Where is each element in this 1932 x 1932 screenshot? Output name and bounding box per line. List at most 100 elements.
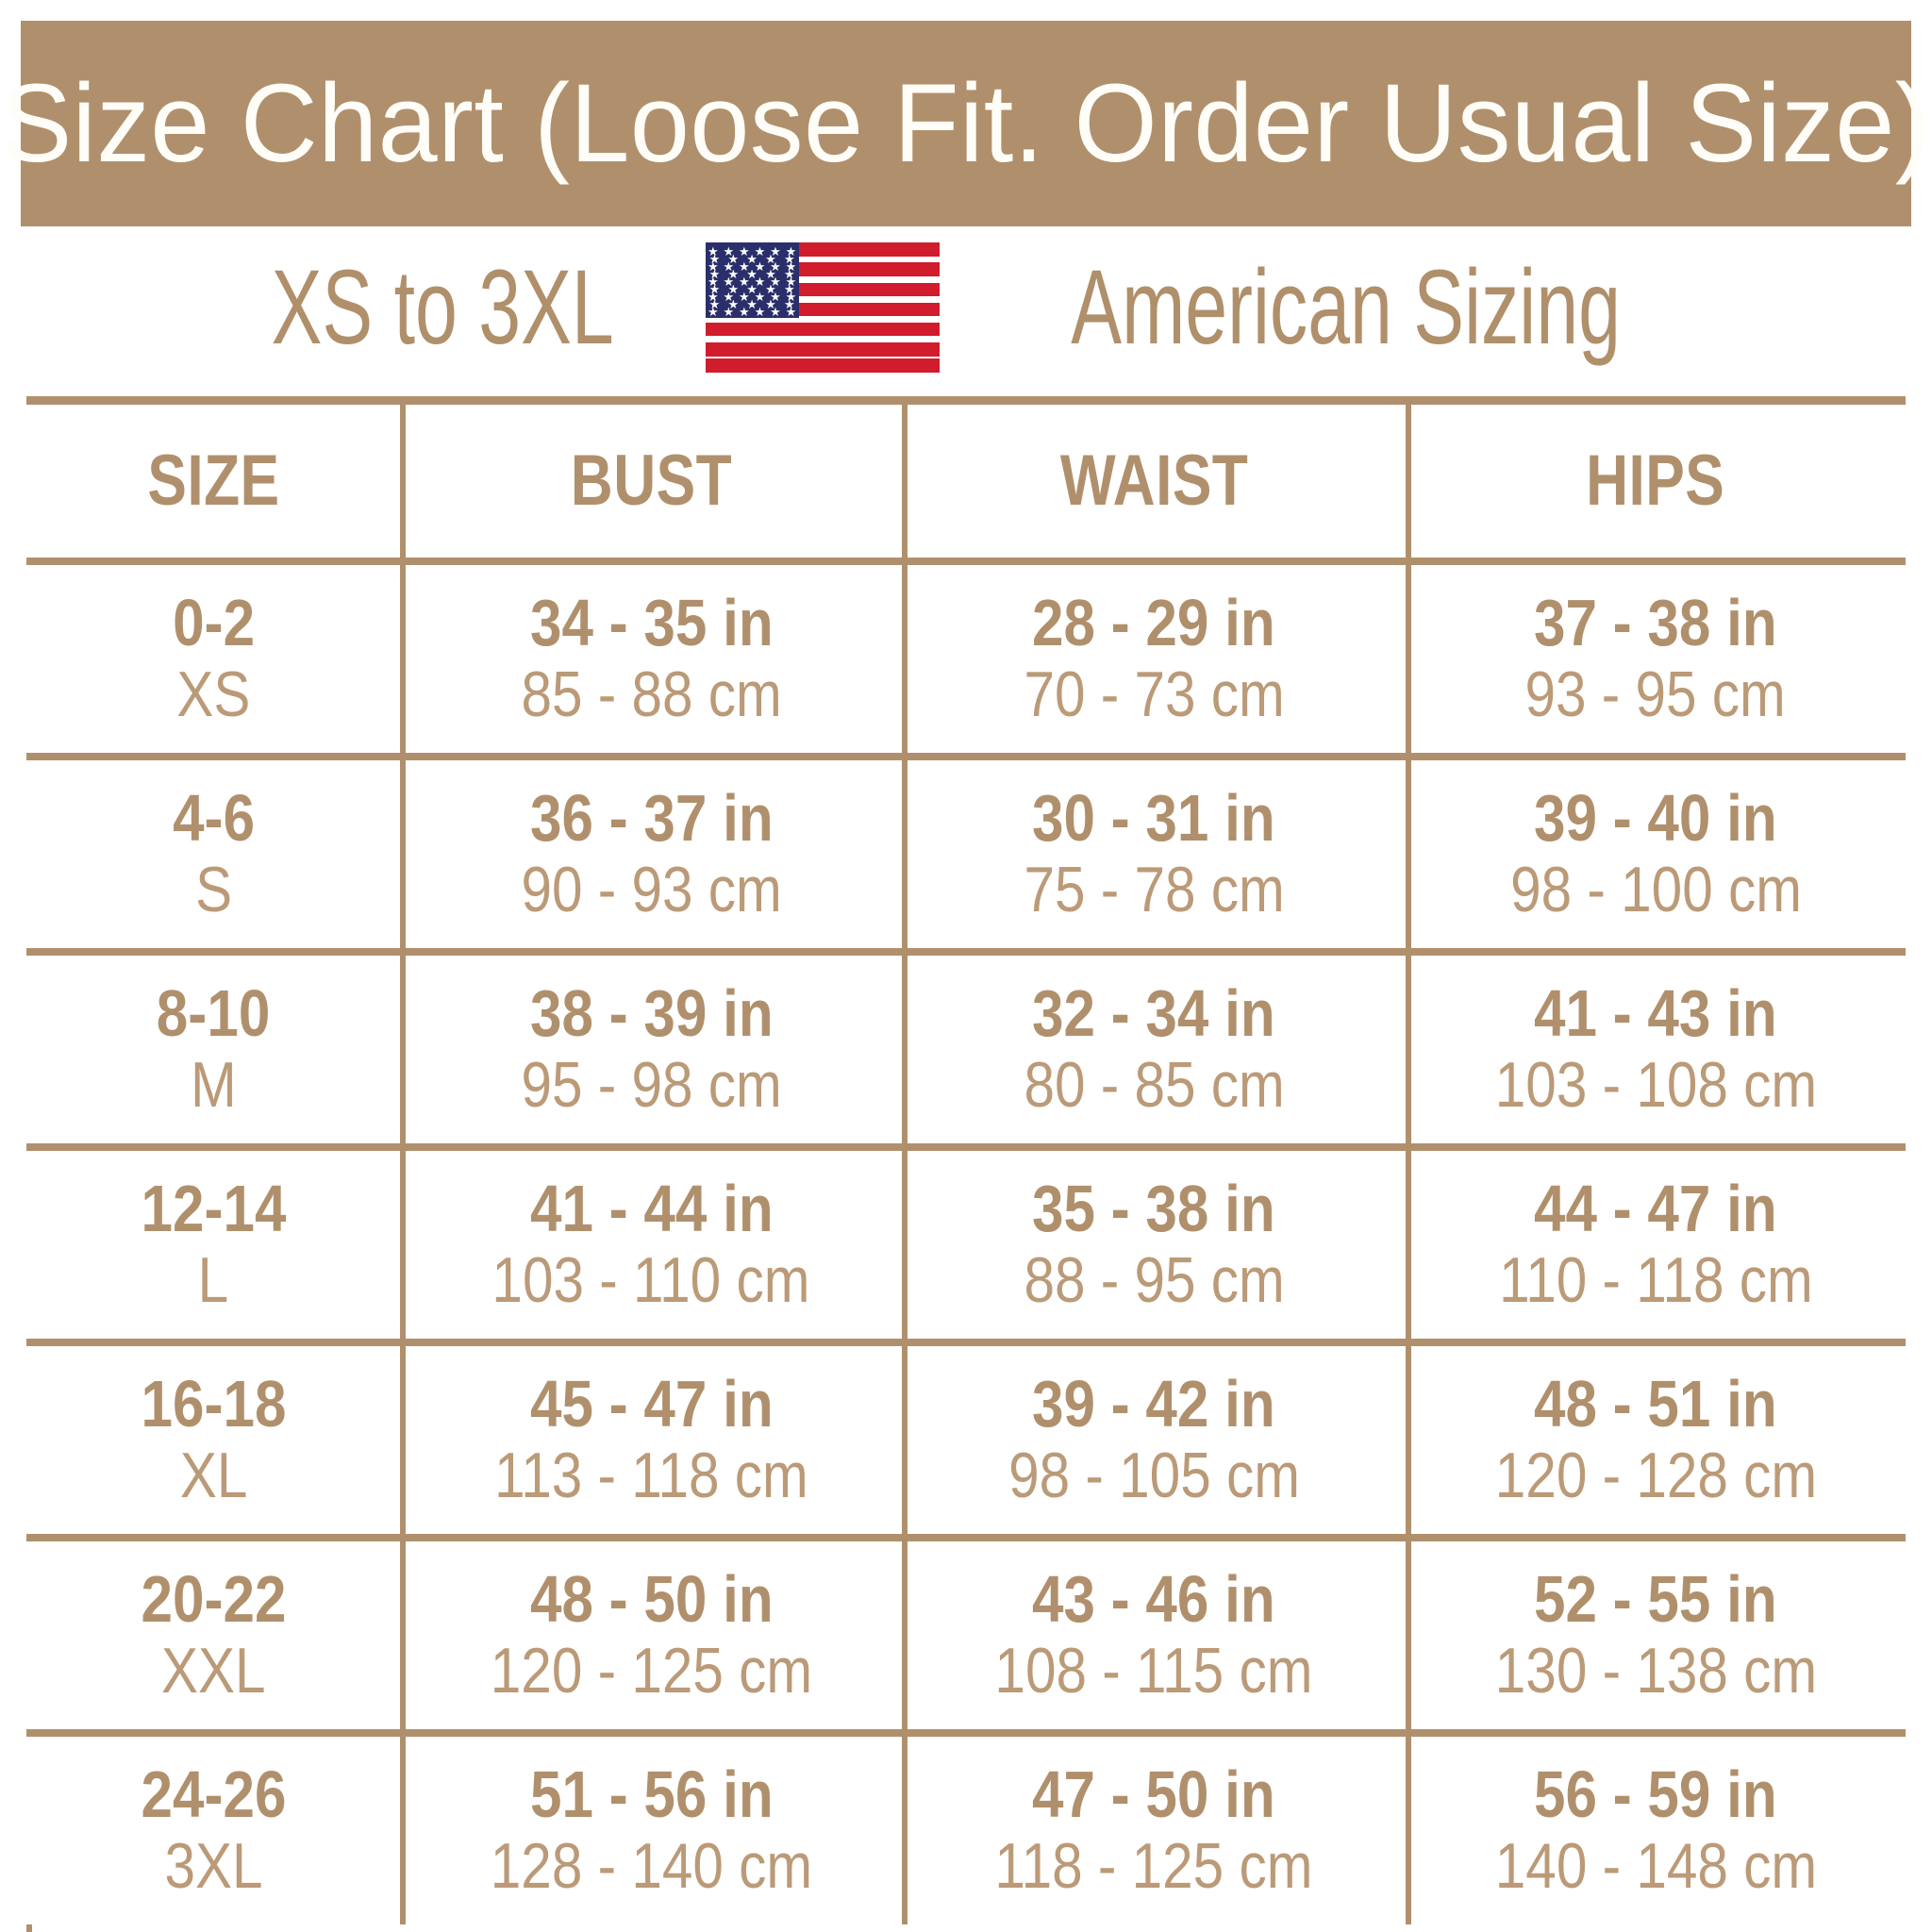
waist-inches: 39 - 42 in — [1032, 1367, 1276, 1441]
hips-inches: 41 - 43 in — [1534, 976, 1777, 1051]
size-letter: S — [194, 853, 232, 925]
subtitle-size-range: XS to 3XL — [271, 248, 614, 366]
waist-cm: 75 - 78 cm — [1024, 853, 1285, 925]
cell-bust: 41 - 44 in 103 - 110 cm — [400, 1151, 902, 1339]
hips-cm: 140 - 148 cm — [1494, 1829, 1817, 1902]
size-numeric: 0-2 — [172, 586, 255, 660]
cell-waist: 30 - 31 in 75 - 78 cm — [902, 760, 1406, 948]
row-separator-rule — [26, 1534, 1906, 1541]
cell-size: 8-10 M — [26, 956, 400, 1143]
table-top-rule — [26, 396, 1906, 405]
hips-inches: 48 - 51 in — [1534, 1367, 1777, 1441]
waist-cm: 98 - 105 cm — [1008, 1439, 1300, 1511]
bust-inches: 38 - 39 in — [529, 976, 774, 1051]
cell-hips: 41 - 43 in 103 - 108 cm — [1406, 956, 1906, 1143]
bust-cm: 90 - 93 cm — [521, 853, 782, 925]
hips-cm: 93 - 95 cm — [1524, 658, 1787, 730]
table-row: 20-22 XXL 48 - 50 in 120 - 125 cm 43 - 4… — [26, 1541, 1906, 1729]
column-header-hips: HIPS — [1406, 405, 1906, 558]
waist-inches: 35 - 38 in — [1032, 1172, 1276, 1246]
bust-inches: 45 - 47 in — [529, 1367, 774, 1441]
row-separator-rule — [26, 1143, 1906, 1151]
page-title: Size Chart (Loose Fit. Order Usual Size) — [0, 61, 1932, 186]
cell-bust: 34 - 35 in 85 - 88 cm — [400, 565, 902, 753]
cell-size: 16-18 XL — [26, 1346, 400, 1534]
subtitle-sizing-standard: American Sizing — [1070, 248, 1621, 366]
tail-cell-size — [26, 1924, 400, 1932]
tail-cell-bust — [400, 1924, 902, 1932]
cell-bust: 51 - 56 in 128 - 140 cm — [400, 1737, 902, 1924]
column-header-hips-label: HIPS — [1586, 441, 1725, 521]
cell-waist: 32 - 34 in 80 - 85 cm — [902, 956, 1406, 1143]
cell-waist: 47 - 50 in 118 - 125 cm — [902, 1737, 1406, 1924]
cell-waist: 35 - 38 in 88 - 95 cm — [902, 1151, 1406, 1339]
cell-hips: 37 - 38 in 93 - 95 cm — [1406, 565, 1906, 753]
size-letter: L — [197, 1243, 229, 1316]
hips-inches: 44 - 47 in — [1534, 1172, 1777, 1246]
waist-cm: 88 - 95 cm — [1024, 1243, 1285, 1316]
bust-inches: 51 - 56 in — [529, 1757, 774, 1832]
size-table: SIZE BUST WAIST HIPS 0-2 XS 34 - 35 in 8… — [26, 396, 1906, 1932]
waist-cm: 108 - 115 cm — [994, 1634, 1313, 1707]
hips-cm: 103 - 108 cm — [1494, 1048, 1817, 1121]
bust-inches: 48 - 50 in — [529, 1562, 774, 1637]
waist-inches: 47 - 50 in — [1032, 1757, 1276, 1832]
hips-cm: 110 - 118 cm — [1498, 1243, 1813, 1316]
waist-cm: 118 - 125 cm — [994, 1829, 1313, 1902]
waist-inches: 28 - 29 in — [1032, 586, 1276, 660]
hips-cm: 120 - 128 cm — [1494, 1439, 1817, 1511]
column-header-size-label: SIZE — [147, 441, 280, 521]
cell-size: 12-14 L — [26, 1151, 400, 1339]
cell-waist: 43 - 46 in 108 - 115 cm — [902, 1541, 1406, 1729]
column-header-bust: BUST — [400, 405, 902, 558]
hips-inches: 39 - 40 in — [1534, 781, 1777, 856]
table-bottom-dividers — [26, 1924, 1906, 1932]
table-row: 24-26 3XL 51 - 56 in 128 - 140 cm 47 - 5… — [26, 1737, 1906, 1924]
table-header-row: SIZE BUST WAIST HIPS — [26, 405, 1906, 558]
size-letter: XXL — [160, 1634, 266, 1707]
cell-hips: 56 - 59 in 140 - 148 cm — [1406, 1737, 1906, 1924]
size-numeric: 8-10 — [156, 976, 271, 1051]
bust-cm: 103 - 110 cm — [491, 1243, 810, 1316]
flag-canton: ★ ★ ★ ★ ★ ★ ★ ★ ★ ★ ★ ★ ★ ★ ★ ★ ★ ★ ★ ★ ★ ★ ★ ★ ★ ★ ★ ★ ★ ★ ★ ★ ★ ★… — [705, 242, 799, 318]
cell-hips: 52 - 55 in 130 - 138 cm — [1406, 1541, 1906, 1729]
column-header-size: SIZE — [26, 405, 400, 558]
hips-inches: 56 - 59 in — [1534, 1757, 1777, 1832]
cell-bust: 36 - 37 in 90 - 93 cm — [400, 760, 902, 948]
bust-cm: 85 - 88 cm — [521, 658, 782, 730]
column-header-waist: WAIST — [902, 405, 1406, 558]
hips-cm: 130 - 138 cm — [1494, 1634, 1817, 1707]
size-numeric: 12-14 — [141, 1172, 287, 1246]
table-row: 16-18 XL 45 - 47 in 113 - 118 cm 39 - 42… — [26, 1346, 1906, 1534]
tail-cell-hips — [1406, 1924, 1906, 1932]
size-numeric: 24-26 — [141, 1757, 287, 1832]
hips-cm: 98 - 100 cm — [1509, 853, 1802, 925]
waist-cm: 80 - 85 cm — [1024, 1048, 1285, 1121]
size-letter: M — [190, 1048, 237, 1121]
waist-inches: 43 - 46 in — [1032, 1562, 1276, 1637]
cell-size: 0-2 XS — [26, 565, 400, 753]
size-letter: XS — [176, 658, 251, 730]
table-row: 8-10 M 38 - 39 in 95 - 98 cm 32 - 34 in … — [26, 956, 1906, 1143]
cell-hips: 48 - 51 in 120 - 128 cm — [1406, 1346, 1906, 1534]
bust-inches: 34 - 35 in — [529, 586, 774, 660]
cell-hips: 44 - 47 in 110 - 118 cm — [1406, 1151, 1906, 1339]
size-letter: 3XL — [164, 1829, 263, 1902]
row-separator-rule — [26, 948, 1906, 956]
waist-inches: 30 - 31 in — [1032, 781, 1276, 856]
us-flag-icon: ★ ★ ★ ★ ★ ★ ★ ★ ★ ★ ★ ★ ★ ★ ★ ★ ★ ★ ★ ★ ★ ★ ★ ★ ★ ★ ★ ★ ★ ★ ★ ★ ★ ★… — [705, 242, 940, 373]
bust-inches: 41 - 44 in — [529, 1172, 774, 1246]
hips-inches: 52 - 55 in — [1534, 1562, 1777, 1637]
table-row: 0-2 XS 34 - 35 in 85 - 88 cm 28 - 29 in … — [26, 565, 1906, 753]
cell-size: 24-26 3XL — [26, 1737, 400, 1924]
row-separator-rule — [26, 753, 1906, 760]
column-header-bust-label: BUST — [570, 441, 732, 521]
cell-bust: 38 - 39 in 95 - 98 cm — [400, 956, 902, 1143]
bust-cm: 128 - 140 cm — [490, 1829, 812, 1902]
bust-cm: 113 - 118 cm — [494, 1439, 808, 1511]
cell-bust: 48 - 50 in 120 - 125 cm — [400, 1541, 902, 1729]
hips-inches: 37 - 38 in — [1534, 586, 1777, 660]
row-separator-rule — [26, 1339, 1906, 1346]
cell-hips: 39 - 40 in 98 - 100 cm — [1406, 760, 1906, 948]
